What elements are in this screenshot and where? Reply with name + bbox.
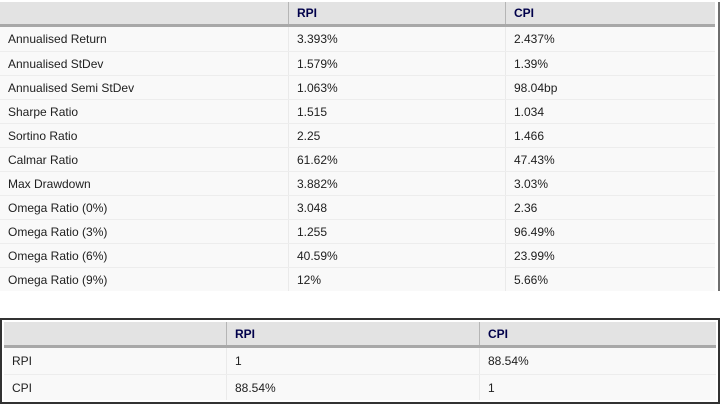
correlation-header-cpi: CPI [479, 322, 716, 345]
stats-header-rpi: RPI [288, 2, 505, 24]
stats-row: Omega Ratio (6%) 40.59% 23.99% [0, 243, 715, 267]
stats-header-blank [0, 2, 288, 24]
stats-row-label: Max Drawdown [8, 176, 91, 191]
stats-row-rpi: 3.048 [288, 196, 505, 219]
stats-row-rpi: 40.59% [288, 244, 505, 267]
statistics-table: RPI CPI Annualised Return 3.393% 2.437% Ann… [0, 2, 720, 291]
correlation-row-cpi: 1 [479, 375, 716, 400]
stats-row-cpi: 47.43% [505, 148, 715, 171]
stats-row: Sortino Ratio 2.25 1.466 [0, 123, 715, 147]
correlation-header-blank [4, 322, 226, 345]
stats-row-label: Sharpe Ratio [8, 104, 79, 119]
stats-row-cpi: 2.36 [505, 196, 715, 219]
stats-row: Sharpe Ratio 1.515 1.034 [0, 99, 715, 123]
stats-row: Annualised Semi StDev 1.063% 98.04bp [0, 75, 715, 99]
stats-row: Max Drawdown 3.882% 3.03% [0, 171, 715, 195]
stats-row-label: Sortino Ratio [8, 128, 78, 143]
stats-row-cpi: 1.034 [505, 100, 715, 123]
stats-row-label: Omega Ratio (0%) [8, 200, 108, 215]
stats-row-cpi: 5.66% [505, 268, 715, 291]
stats-row-cpi: 23.99% [505, 244, 715, 267]
stats-row-rpi: 1.063% [288, 76, 505, 99]
stats-row-rpi: 3.393% [288, 27, 505, 51]
correlation-table-header: RPI CPI [4, 322, 716, 348]
stats-row-label: Annualised Return [8, 32, 107, 46]
stats-row-cpi: 98.04bp [505, 76, 715, 99]
stats-row: Annualised Return 3.393% 2.437% [0, 27, 715, 51]
correlation-row-rpi: 1 [226, 348, 479, 374]
stats-row: Omega Ratio (0%) 3.048 2.36 [0, 195, 715, 219]
correlation-table-body: RPI 1 88.54% CPI 88.54% 1 [4, 348, 716, 400]
stats-row-label: Annualised StDev [8, 56, 104, 71]
stats-header-cpi: CPI [505, 2, 715, 24]
stats-row-cpi: 2.437% [505, 27, 715, 51]
stats-row-rpi: 1.255 [288, 220, 505, 243]
stats-row-rpi: 61.62% [288, 148, 505, 171]
stats-row-label: Omega Ratio (9%) [8, 272, 108, 287]
stats-row-label: Omega Ratio (3%) [8, 224, 108, 239]
correlation-row-cpi: 88.54% [479, 348, 716, 374]
correlation-row-rpi: 88.54% [226, 375, 479, 400]
correlation-header-rpi: RPI [226, 322, 479, 345]
correlation-row-label: CPI [12, 380, 33, 395]
stats-row-cpi: 96.49% [505, 220, 715, 243]
correlation-row: RPI 1 88.54% [4, 348, 716, 374]
stats-row-rpi: 2.25 [288, 124, 505, 147]
statistics-table-header: RPI CPI [0, 2, 715, 27]
stats-row-rpi: 3.882% [288, 172, 505, 195]
stats-row: Annualised StDev 1.579% 1.39% [0, 51, 715, 75]
stats-row-rpi: 1.515 [288, 100, 505, 123]
stats-row: Omega Ratio (3%) 1.255 96.49% [0, 219, 715, 243]
stats-row-rpi: 12% [288, 268, 505, 291]
stats-row-label: Calmar Ratio [8, 152, 79, 167]
stats-row-label: Omega Ratio (6%) [8, 248, 108, 263]
stats-row-cpi: 1.466 [505, 124, 715, 147]
stats-row-rpi: 1.579% [288, 52, 505, 75]
correlation-row-label: RPI [12, 354, 33, 368]
stats-row-cpi: 3.03% [505, 172, 715, 195]
stats-row: Calmar Ratio 61.62% 47.43% [0, 147, 715, 171]
statistics-table-body: Annualised Return 3.393% 2.437% Annualised … [0, 27, 715, 291]
correlation-table: RPI CPI RPI 1 88.54% CPI 88.54% 1 [0, 318, 720, 404]
correlation-row: CPI 88.54% 1 [4, 374, 716, 400]
stats-row: Omega Ratio (9%) 12% 5.66% [0, 267, 715, 291]
stats-row-label: Annualised Semi StDev [8, 80, 135, 95]
stats-row-cpi: 1.39% [505, 52, 715, 75]
